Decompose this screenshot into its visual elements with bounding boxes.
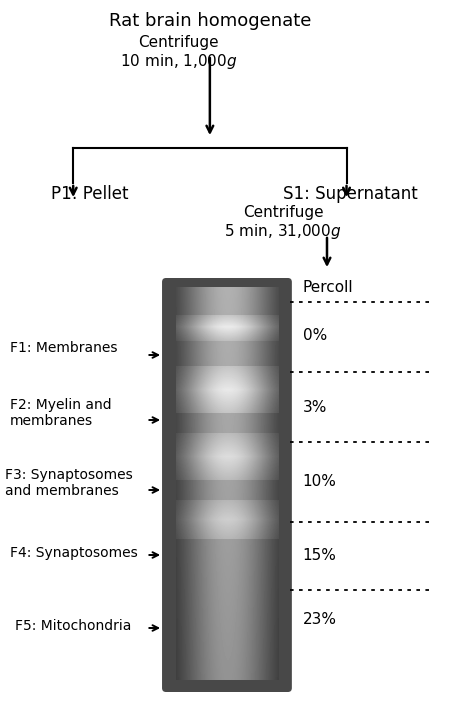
Text: F3: Synaptosomes
and membranes: F3: Synaptosomes and membranes xyxy=(5,468,133,498)
Text: P1: Pellet: P1: Pellet xyxy=(51,185,128,203)
Text: 0%: 0% xyxy=(302,328,327,343)
Text: Centrifuge: Centrifuge xyxy=(138,35,219,50)
Text: F4: Synaptosomes: F4: Synaptosomes xyxy=(10,546,138,560)
Text: S1: Supernatant: S1: Supernatant xyxy=(283,185,418,203)
FancyBboxPatch shape xyxy=(162,278,292,692)
Text: 10 min, 1,000$\it{g}$: 10 min, 1,000$\it{g}$ xyxy=(120,52,237,71)
Text: 23%: 23% xyxy=(302,613,337,628)
Text: 10%: 10% xyxy=(302,475,337,489)
Text: F2: Myelin and
membranes: F2: Myelin and membranes xyxy=(10,398,112,428)
Text: Centrifuge: Centrifuge xyxy=(243,205,324,220)
Text: Rat brain homogenate: Rat brain homogenate xyxy=(109,12,311,30)
Text: 15%: 15% xyxy=(302,548,337,564)
Text: Percoll: Percoll xyxy=(302,281,353,296)
Text: F1: Membranes: F1: Membranes xyxy=(10,341,117,355)
Text: 3%: 3% xyxy=(302,399,327,414)
Text: 5 min, 31,000$\it{g}$: 5 min, 31,000$\it{g}$ xyxy=(225,222,342,241)
Text: F5: Mitochondria: F5: Mitochondria xyxy=(15,619,131,633)
